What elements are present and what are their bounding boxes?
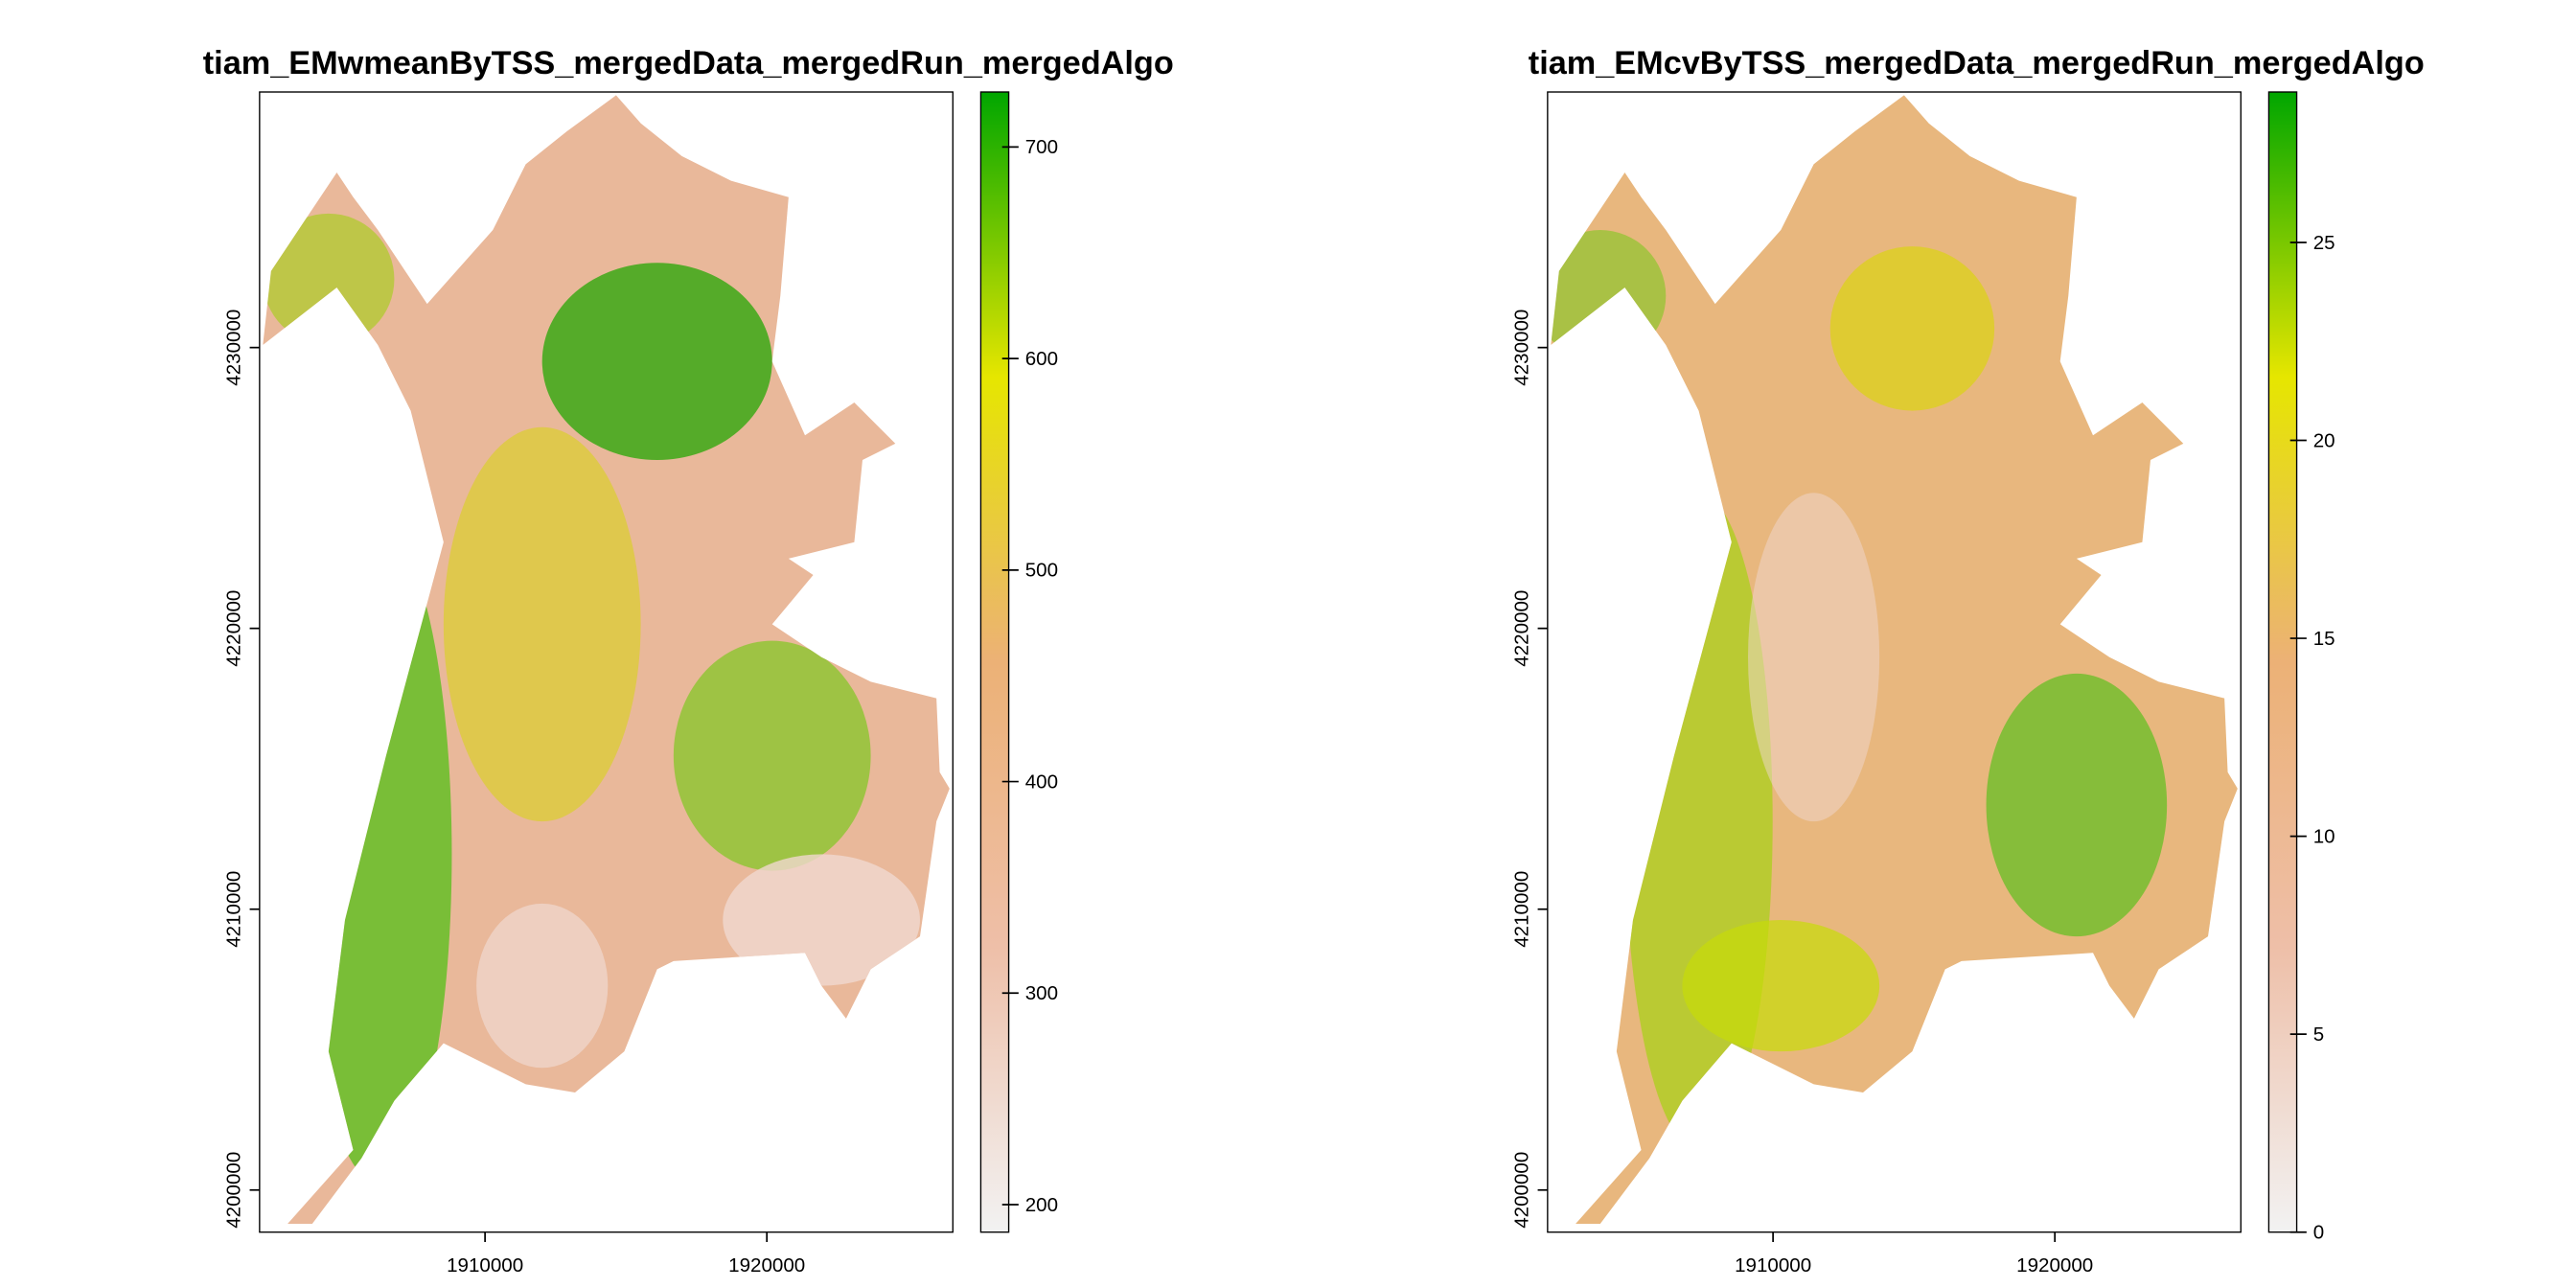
plot-frame [1547,91,2242,1233]
map-title: tiam_EMwmeanByTSS_mergedData_mergedRun_m… [203,45,1174,81]
map-title: tiam_EMcvByTSS_mergedData_mergedRun_merg… [1529,45,2425,81]
raster [1551,95,2238,1225]
y-tick-label: 4210000 [222,871,244,948]
colorbar-tick-label: 600 [1025,348,1058,370]
x-tick-label: 1920000 [728,1254,805,1276]
colorbar [979,91,1010,1233]
colorbar-tick-label: 700 [1025,136,1058,158]
y-tick-label: 4210000 [1510,871,1532,948]
colorbar-tick-label: 200 [1025,1194,1058,1216]
colorbar-tick-label: 5 [2313,1024,2324,1046]
y-tick-label: 4220000 [1510,590,1532,667]
colorbar-tick-label: 25 [2313,232,2335,254]
y-tick-label: 4220000 [222,590,244,667]
x-tick-label: 1910000 [1735,1254,1811,1276]
x-tick-label: 1920000 [2016,1254,2093,1276]
colorbar [2267,91,2298,1233]
x-tick-label: 1910000 [447,1254,523,1276]
colorbar-tick-label: 0 [2313,1222,2324,1244]
y-tick-label: 4230000 [222,310,244,386]
y-tick-label: 4230000 [1510,310,1532,386]
y-tick-label: 4200000 [1510,1152,1532,1229]
colorbar-tick-label: 500 [1025,560,1058,582]
colorbar-tick-label: 300 [1025,982,1058,1004]
colorbar-tick-label: 20 [2313,429,2335,451]
colorbar-tick-label: 15 [2313,628,2335,650]
plot-frame [259,91,954,1233]
colorbar-tick-label: 10 [2313,825,2335,847]
colorbar-tick-label: 400 [1025,770,1058,793]
raster [263,95,950,1225]
y-tick-label: 4200000 [222,1152,244,1229]
